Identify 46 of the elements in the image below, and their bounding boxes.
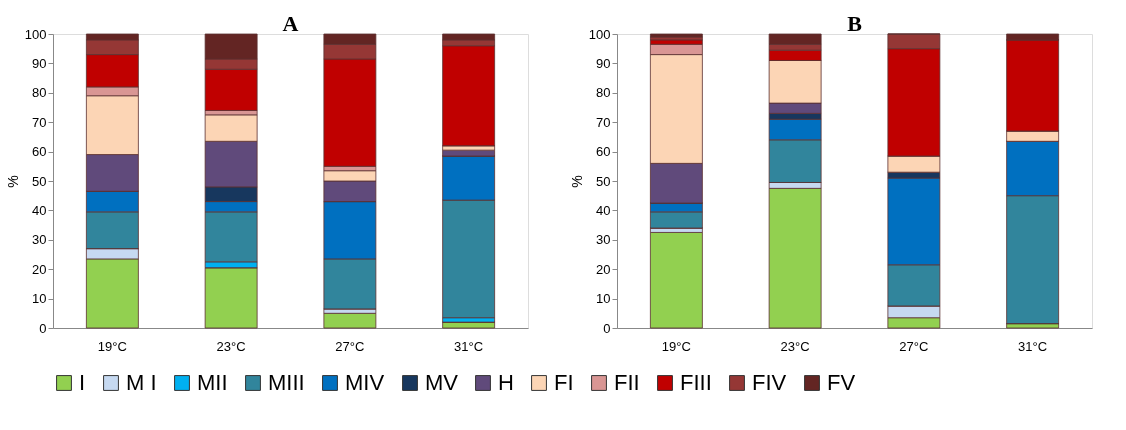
y-tick-label: 70: [596, 114, 611, 130]
legend-label: FII: [614, 370, 640, 395]
y-tick-label: 100: [588, 26, 611, 42]
y-tick-label: 20: [32, 261, 47, 277]
x-tick-label: 31°C: [1018, 338, 1048, 354]
legend-label: MIV: [345, 370, 385, 395]
y-axis-title: %: [4, 175, 21, 188]
y-tick-label: 30: [32, 232, 47, 248]
y-tick-label: 50: [596, 173, 611, 189]
x-tick-label: 23°C: [216, 338, 246, 354]
x-tick-label: 27°C: [899, 338, 929, 354]
legend-label: MIII: [268, 370, 305, 395]
legend-label: FI: [554, 370, 574, 395]
y-tick-label: 90: [596, 55, 611, 71]
x-tick-label: 27°C: [335, 338, 365, 354]
y-tick-label: 10: [32, 291, 47, 307]
legend-label: FIII: [680, 370, 712, 395]
y-tick-label: 10: [596, 291, 611, 307]
y-tick-label: 90: [32, 55, 47, 71]
y-tick-label: 40: [596, 202, 611, 218]
legend-label: MV: [425, 370, 459, 395]
chart-title: B: [847, 11, 863, 36]
x-tick-label: 23°C: [780, 338, 810, 354]
legend-label: FIV: [752, 370, 787, 395]
x-tick-label: 19°C: [661, 338, 691, 354]
x-tick-label: 31°C: [454, 338, 484, 354]
x-tick-label: 19°C: [97, 338, 127, 354]
legend-label: H: [498, 370, 514, 395]
y-tick-label: 20: [596, 261, 611, 277]
legend-label: M I: [126, 370, 157, 395]
y-tick-label: 100: [24, 26, 47, 42]
y-tick-label: 80: [32, 85, 47, 101]
legend-label: FV: [827, 370, 856, 395]
y-tick-label: 70: [32, 114, 47, 130]
y-axis-title: %: [568, 175, 585, 188]
y-tick-label: 60: [32, 144, 47, 160]
legend-label: MII: [197, 370, 228, 395]
y-tick-label: 40: [32, 202, 47, 218]
y-tick-label: 60: [596, 144, 611, 160]
y-tick-label: 0: [603, 320, 611, 336]
y-tick-label: 50: [32, 173, 47, 189]
y-tick-label: 0: [39, 320, 47, 336]
legend-label: I: [79, 370, 86, 395]
chart-title: A: [282, 11, 299, 36]
y-tick-label: 80: [596, 85, 611, 101]
y-tick-label: 30: [596, 232, 611, 248]
